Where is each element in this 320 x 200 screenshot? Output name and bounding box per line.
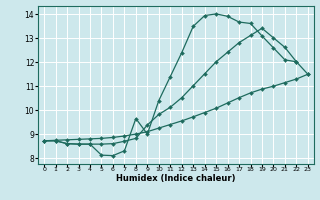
X-axis label: Humidex (Indice chaleur): Humidex (Indice chaleur) (116, 174, 236, 183)
